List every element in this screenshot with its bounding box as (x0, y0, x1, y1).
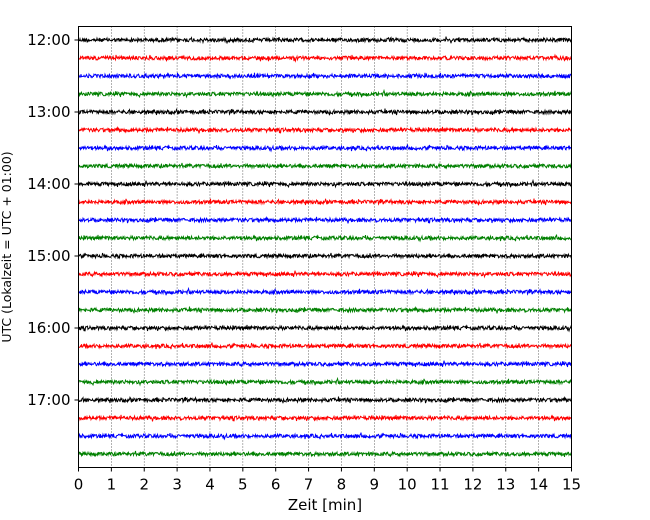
x-tick-label: 9 (370, 476, 380, 494)
trace (78, 376, 572, 387)
trace (78, 324, 572, 333)
x-tick-label: 2 (139, 476, 149, 494)
trace (78, 270, 572, 279)
plot-frame (78, 26, 572, 468)
trace (78, 198, 572, 206)
trace (78, 414, 572, 422)
y-tick-label: 14:00 (27, 175, 70, 193)
x-axis: 0 1 2 3 4 5 6 7 8 9 10 11 12 13 14 15 (74, 467, 581, 494)
trace (78, 342, 572, 350)
trace (78, 286, 572, 296)
x-tick-label: 3 (172, 476, 182, 494)
trace (78, 360, 572, 368)
x-tick-label: 5 (238, 476, 248, 494)
trace (78, 252, 572, 260)
x-tick-label: 4 (205, 476, 215, 494)
x-tick-label: 0 (74, 476, 84, 494)
x-tick-label: 11 (430, 476, 449, 494)
trace (78, 36, 572, 45)
y-tick-label: 16:00 (27, 319, 70, 337)
trace (78, 450, 572, 458)
x-tick-label: 15 (562, 476, 581, 494)
y-axis-label: UTC (Lokalzeit = UTC + 01:00) (0, 151, 14, 342)
x-tick-label: 8 (337, 476, 347, 494)
trace (78, 53, 572, 63)
trace (78, 395, 572, 404)
trace (78, 125, 572, 134)
trace (78, 305, 572, 314)
y-tick-label: 12:00 (27, 31, 70, 49)
x-tick-label: 12 (463, 476, 482, 494)
trace (78, 88, 572, 99)
trace (78, 162, 572, 170)
y-tick-label: 13:00 (27, 103, 70, 121)
x-axis-label: Zeit [min] (288, 496, 362, 514)
x-tick-label: 7 (304, 476, 314, 494)
trace (78, 432, 572, 441)
trace (78, 144, 572, 153)
x-tick-label: 1 (107, 476, 117, 494)
trace (78, 72, 572, 80)
trace (78, 108, 572, 116)
y-axis: 12:00 13:00 14:00 15:00 16:00 17:00 (27, 31, 79, 409)
trace (78, 178, 572, 189)
trace (78, 215, 572, 224)
y-tick-label: 17:00 (27, 391, 70, 409)
y-tick-label: 15:00 (27, 247, 70, 265)
x-tick-label: 6 (271, 476, 281, 494)
x-tick-label: 13 (496, 476, 515, 494)
trace (78, 234, 572, 243)
x-tick-label: 10 (398, 476, 417, 494)
x-tick-label: 14 (529, 476, 548, 494)
trace-group (78, 36, 572, 458)
